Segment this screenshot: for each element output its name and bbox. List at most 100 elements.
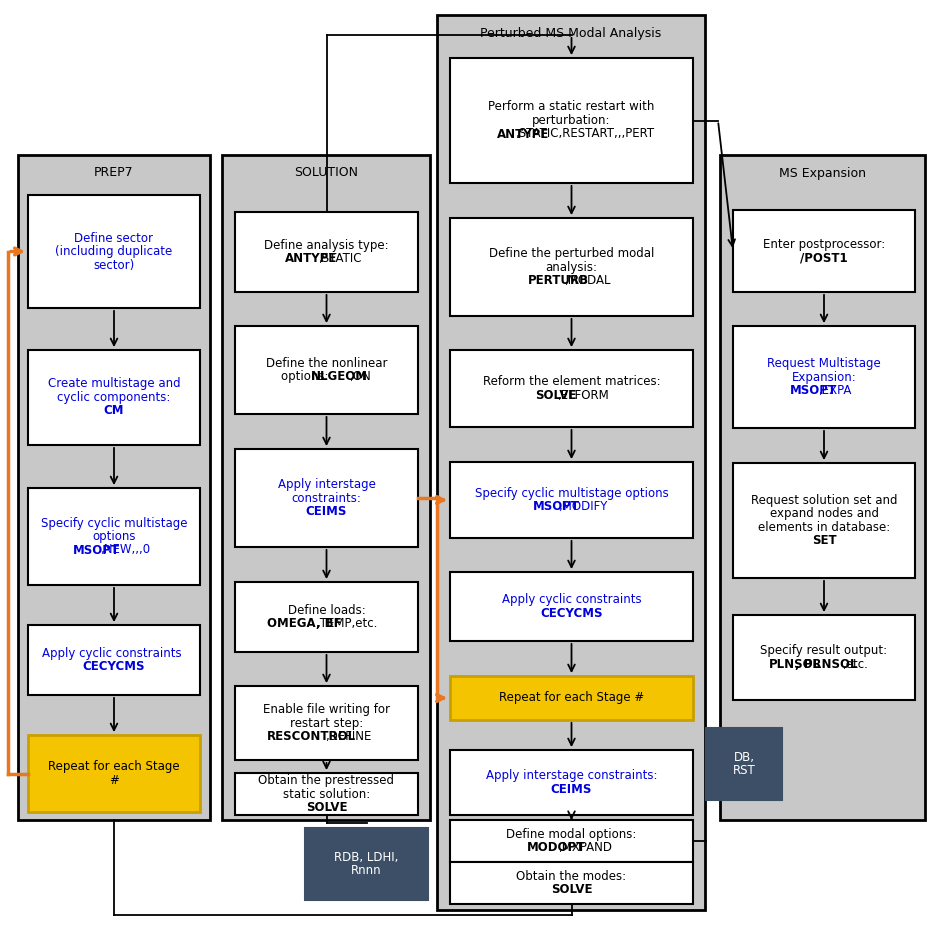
Text: Specify cyclic multistage: Specify cyclic multistage (41, 517, 187, 530)
Bar (235, 582, 418, 652)
Text: Create multistage and: Create multistage and (47, 377, 181, 390)
Text: Define the nonlinear: Define the nonlinear (265, 357, 387, 370)
Text: Define sector: Define sector (74, 232, 154, 245)
Text: , PRNSOL: , PRNSOL (795, 658, 857, 671)
Bar (18, 155, 210, 820)
Text: PLNSOL: PLNSOL (769, 658, 821, 671)
Bar (450, 750, 693, 815)
Text: SOLVE: SOLVE (305, 801, 347, 814)
Bar (28, 625, 200, 695)
Text: constraints:: constraints: (291, 491, 361, 504)
Text: perturbation:: perturbation: (533, 114, 611, 127)
Text: Define loads:: Define loads: (288, 603, 365, 616)
Text: SET: SET (812, 534, 836, 547)
Text: Obtain the prestressed: Obtain the prestressed (259, 774, 395, 787)
Text: Apply cyclic constraints: Apply cyclic constraints (42, 646, 185, 659)
Text: MODOPT: MODOPT (527, 842, 586, 855)
Text: Repeat for each Stage #: Repeat for each Stage # (499, 691, 644, 704)
Bar (450, 820, 693, 862)
Text: Apply cyclic constraints: Apply cyclic constraints (502, 593, 641, 606)
Text: elements in database:: elements in database: (758, 521, 890, 533)
Bar (706, 728, 782, 800)
Text: restart step:: restart step: (290, 716, 363, 729)
Text: DB,: DB, (734, 751, 754, 764)
Text: ANTYPE: ANTYPE (285, 252, 337, 265)
Text: PREP7: PREP7 (94, 166, 134, 179)
Bar (235, 686, 418, 760)
Text: Reform the element matrices:: Reform the element matrices: (482, 375, 660, 389)
Text: Apply interstage: Apply interstage (277, 478, 375, 491)
Text: options:: options: (281, 370, 332, 383)
Text: ,MODIFY: ,MODIFY (558, 501, 607, 514)
Bar (450, 676, 693, 720)
Text: Rnnn: Rnnn (351, 864, 382, 877)
Text: #: # (109, 773, 119, 786)
Text: ,MODAL: ,MODAL (563, 274, 610, 287)
Bar (450, 572, 693, 641)
Bar (450, 58, 693, 183)
Bar (450, 862, 693, 904)
Text: OMEGA, BF: OMEGA, BF (267, 617, 342, 630)
Text: /POST1: /POST1 (800, 251, 848, 264)
Text: MSOPT: MSOPT (73, 544, 120, 557)
Text: ,STATIC: ,STATIC (318, 252, 361, 265)
Text: RST: RST (733, 764, 755, 777)
Text: cyclic components:: cyclic components: (58, 391, 170, 404)
Text: ,TEMP,etc.: ,TEMP,etc. (316, 617, 377, 630)
Text: Perturbed MS Modal Analysis: Perturbed MS Modal Analysis (480, 26, 662, 39)
Text: ,ELFORM: ,ELFORM (557, 389, 609, 402)
Text: options: options (92, 530, 136, 543)
Text: ,MXPAND: ,MXPAND (558, 842, 612, 855)
Text: SOLVE: SOLVE (535, 389, 577, 402)
Text: ANTYPE: ANTYPE (497, 128, 549, 140)
Bar (235, 449, 418, 547)
Bar (733, 210, 915, 292)
Text: Repeat for each Stage: Repeat for each Stage (48, 760, 180, 773)
Text: ,EXPA: ,EXPA (818, 384, 852, 397)
Text: expand nodes and: expand nodes and (770, 507, 879, 520)
Text: Enable file writing for: Enable file writing for (263, 703, 390, 716)
Bar (222, 155, 430, 820)
Bar (437, 15, 705, 910)
Text: MSOPT: MSOPT (533, 501, 579, 514)
Bar (235, 212, 418, 292)
Text: ,NEW,,,0: ,NEW,,,0 (100, 544, 150, 557)
Text: ,etc.: ,etc. (842, 658, 868, 671)
Bar (28, 195, 200, 308)
Bar (733, 463, 915, 578)
Text: MSOPT: MSOPT (789, 384, 836, 397)
Text: Specify cyclic multistage options: Specify cyclic multistage options (475, 487, 668, 500)
Text: CEIMS: CEIMS (305, 505, 347, 518)
Text: RESCONTROL: RESCONTROL (266, 730, 356, 743)
Bar (235, 773, 418, 815)
Text: PERTURB: PERTURB (528, 274, 588, 287)
Bar (28, 735, 200, 812)
Bar (450, 350, 693, 427)
Text: Request solution set and: Request solution set and (750, 494, 897, 507)
Text: MS Expansion: MS Expansion (779, 166, 866, 179)
Text: Obtain the modes:: Obtain the modes: (517, 870, 627, 883)
Bar (28, 350, 200, 445)
Text: Specify result output:: Specify result output: (761, 644, 887, 658)
Bar (28, 488, 200, 585)
Text: ,DEFINE: ,DEFINE (326, 730, 371, 743)
Bar (235, 326, 418, 414)
Text: CECYCMS: CECYCMS (83, 660, 145, 673)
Text: CECYCMS: CECYCMS (540, 607, 602, 620)
Text: SOLVE: SOLVE (551, 884, 592, 897)
Text: Enter postprocessor:: Enter postprocessor: (762, 238, 885, 250)
Text: Define the perturbed modal: Define the perturbed modal (489, 247, 654, 260)
Text: Expansion:: Expansion: (791, 371, 857, 384)
Text: CM: CM (103, 404, 124, 417)
Text: RDB, LDHI,: RDB, LDHI, (334, 851, 398, 864)
Text: ,ON: ,ON (349, 370, 371, 383)
Text: Apply interstage constraints:: Apply interstage constraints: (486, 770, 657, 783)
Text: Define modal options:: Define modal options: (506, 828, 637, 841)
Text: Perform a static restart with: Perform a static restart with (489, 101, 654, 114)
Bar (733, 615, 915, 700)
Text: sector): sector) (93, 259, 135, 272)
Text: SOLUTION: SOLUTION (294, 166, 358, 179)
Text: Define analysis type:: Define analysis type: (264, 239, 389, 252)
Bar (305, 828, 428, 900)
Bar (450, 218, 693, 316)
